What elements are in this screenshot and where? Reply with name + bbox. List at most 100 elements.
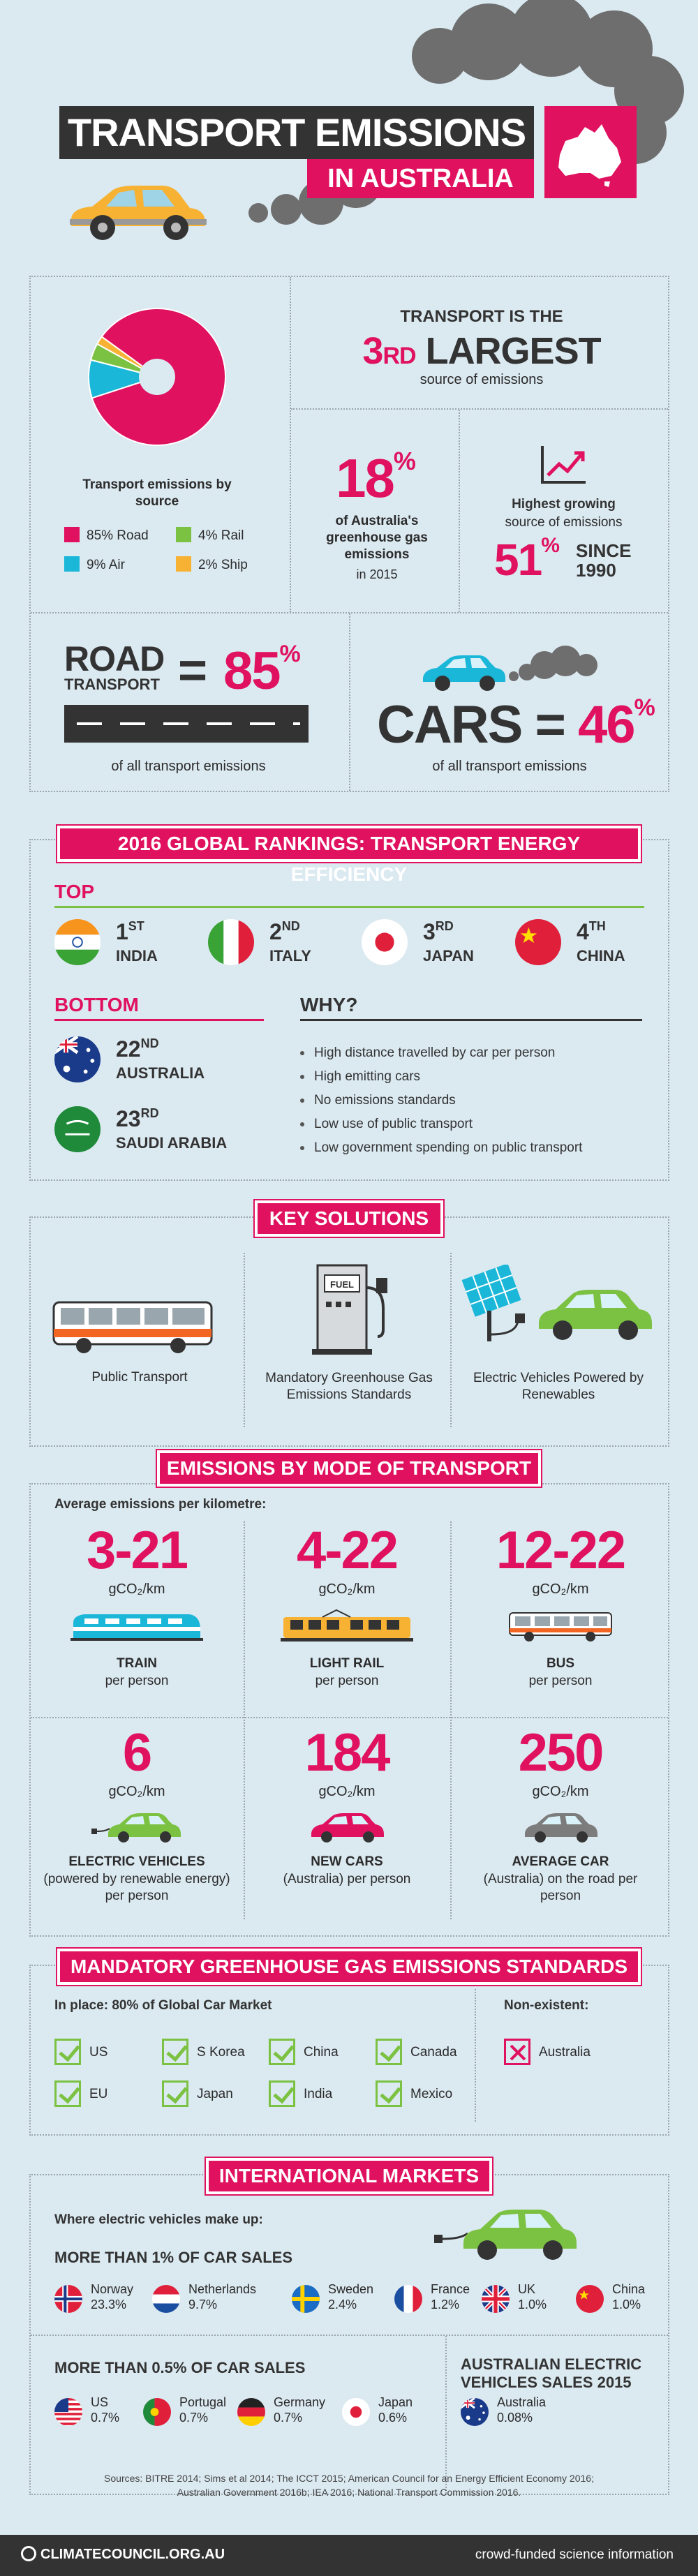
rank-bottom-saudi-arabia: 23RD SAUDI ARABIA: [54, 1106, 264, 1162]
standard-mexico: Mexico: [376, 2080, 480, 2108]
non-existent-x-icon: [504, 2039, 530, 2065]
legend-item: 2% Ship: [176, 556, 248, 573]
australia-badge: [544, 106, 637, 198]
mode-name: NEW CARS: [311, 1854, 383, 1869]
ev-plug-icon: [434, 2210, 577, 2260]
standard-china: China: [269, 2039, 373, 2067]
market-sweden: Sweden 2.4%: [292, 2282, 396, 2317]
markets-intro: Where electric vehicles make up:: [54, 2212, 263, 2227]
mode-unit: gCO₂/km: [108, 1581, 165, 1597]
portugal-flag-icon: [143, 2398, 171, 2426]
mode-name: AVERAGE CAR: [512, 1854, 609, 1869]
check-icon: [162, 2080, 188, 2107]
netherlands-flag-icon: [152, 2285, 180, 2313]
growth-since: SINCE 1990: [576, 540, 632, 581]
electric-car-icon: [91, 1813, 181, 1842]
road-sub: of all transport emissions: [111, 759, 266, 774]
mode-new-cars: 184 gCO₂/km NEW CARS (Australia) per person: [246, 1724, 448, 1888]
why-item: Low government spending on public transp…: [300, 1140, 649, 1156]
why-item: High emitting cars: [300, 1069, 649, 1085]
pie-hole: [139, 359, 175, 395]
rank-top-india: 1ST INDIA: [54, 919, 201, 975]
climate-council-logo: CLIMATECOUNCIL.ORG.AU: [21, 2546, 225, 2563]
light-rail-icon: [281, 1609, 413, 1641]
train-icon: [70, 1614, 203, 1641]
legend-item: 85% Road: [64, 527, 149, 544]
mode-value: 250: [518, 1723, 604, 1782]
uk-flag-icon: [482, 2285, 510, 2313]
china-flag-icon: [576, 2285, 604, 2313]
australia-flag-icon: [54, 1036, 101, 1082]
pct18-year: in 2015: [356, 567, 398, 581]
rankings-title: 2016 GLOBAL RANKINGS: TRANSPORT ENERGY E…: [56, 824, 642, 885]
why-item: High distance travelled by car per perso…: [300, 1045, 649, 1061]
mode-unit: gCO₂/km: [108, 1784, 165, 1799]
pct18-value: 18%: [336, 447, 416, 509]
mode-value: 3-21: [86, 1521, 188, 1580]
road-value: 85%: [223, 641, 301, 701]
rank-top-china: 4TH CHINA: [515, 919, 662, 975]
standard-eu: EU: [54, 2080, 159, 2108]
market-us: US 0.7%: [54, 2395, 152, 2430]
mode-unit: gCO₂/km: [318, 1581, 376, 1597]
mode-sub: per person: [315, 1674, 379, 1688]
why-list: High distance travelled by car per perso…: [300, 1045, 649, 1164]
road-icon: [64, 705, 309, 743]
mode-light-rail: 4-22 gCO₂/km LIGHT RAIL per person: [246, 1521, 448, 1690]
market-china: China 1.0%: [576, 2282, 681, 2317]
third-largest: 3RD LARGEST: [362, 330, 601, 372]
sweden-flag-icon: [292, 2285, 320, 2313]
fuel-pump-icon: FUEL: [312, 1264, 387, 1355]
non-existent-country: Australia: [539, 2045, 591, 2060]
check-icon: [54, 2039, 81, 2065]
market-netherlands: Netherlands 9.7%: [152, 2282, 257, 2317]
third-largest-label: TRANSPORT IS THE: [400, 307, 563, 326]
saudi-arabia-flag-icon: [54, 1106, 101, 1152]
market-germany: Germany 0.7%: [237, 2395, 335, 2430]
mode-sub: per person: [105, 1674, 169, 1688]
solution-standards: Mandatory Greenhouse Gas Emissions Stand…: [265, 1371, 433, 1402]
overview-section: [29, 276, 669, 792]
mode-unit: gCO₂/km: [532, 1581, 589, 1597]
road-label: ROAD: [64, 639, 165, 678]
china-flag-icon: [515, 919, 561, 965]
modes-title: EMISSIONS BY MODE OF TRANSPORT: [156, 1449, 542, 1488]
road-equals: =: [178, 643, 208, 699]
market-uk: UK 1.0%: [482, 2282, 586, 2317]
car-icon: [70, 186, 207, 240]
check-icon: [376, 2039, 402, 2065]
why-label: WHY?: [300, 994, 358, 1015]
check-icon: [54, 2080, 81, 2107]
mode-value: 4-22: [296, 1521, 399, 1580]
rank-top-italy: 2ND ITALY: [208, 919, 355, 975]
japan-flag-icon: [362, 919, 408, 965]
legend-swatch: [64, 556, 80, 572]
norway-flag-icon: [54, 2285, 82, 2313]
emissions-pie-chart: [88, 308, 226, 446]
sources: Sources: BITRE 2014; Sims et al 2014; Th…: [104, 2473, 594, 2498]
more1-label: MORE THAN 1% OF CAR SALES: [54, 2249, 293, 2266]
japan-flag-icon: [342, 2398, 370, 2426]
mode-name: LIGHT RAIL: [309, 1656, 385, 1671]
italy-flag-icon: [208, 919, 254, 965]
footer: [0, 2535, 698, 2576]
solar-ev-icon: [461, 1265, 652, 1341]
pct18-sub: of Australia's greenhouse gas emissions: [326, 514, 428, 562]
mode-sub: (Australia) per person: [283, 1872, 411, 1886]
australia-flag-icon: [461, 2398, 489, 2426]
why-item: No emissions standards: [300, 1093, 649, 1108]
mode-name: ELECTRIC VEHICLES: [68, 1854, 205, 1869]
mode-name: TRAIN: [116, 1656, 158, 1671]
legend-swatch: [176, 556, 191, 572]
mode-train: 3-21 gCO₂/km TRAIN per person: [36, 1521, 238, 1690]
more05-label: MORE THAN 0.5% OF CAR SALES: [54, 2359, 306, 2376]
mode-value: 184: [304, 1723, 391, 1782]
title-line-2: IN AUSTRALIA: [307, 159, 534, 198]
mode-electric-vehicles: 6 gCO₂/km ELECTRIC VEHICLES (powered by ren…: [36, 1724, 238, 1905]
market-france: France 1.2%: [394, 2282, 499, 2317]
mode-value: 12-22: [496, 1521, 626, 1580]
legend-swatch: [176, 527, 191, 542]
rank-top-japan: 3RD JAPAN: [362, 919, 508, 975]
market-japan: Japan 0.6%: [342, 2395, 440, 2430]
car-smoke-icon: [423, 646, 597, 691]
